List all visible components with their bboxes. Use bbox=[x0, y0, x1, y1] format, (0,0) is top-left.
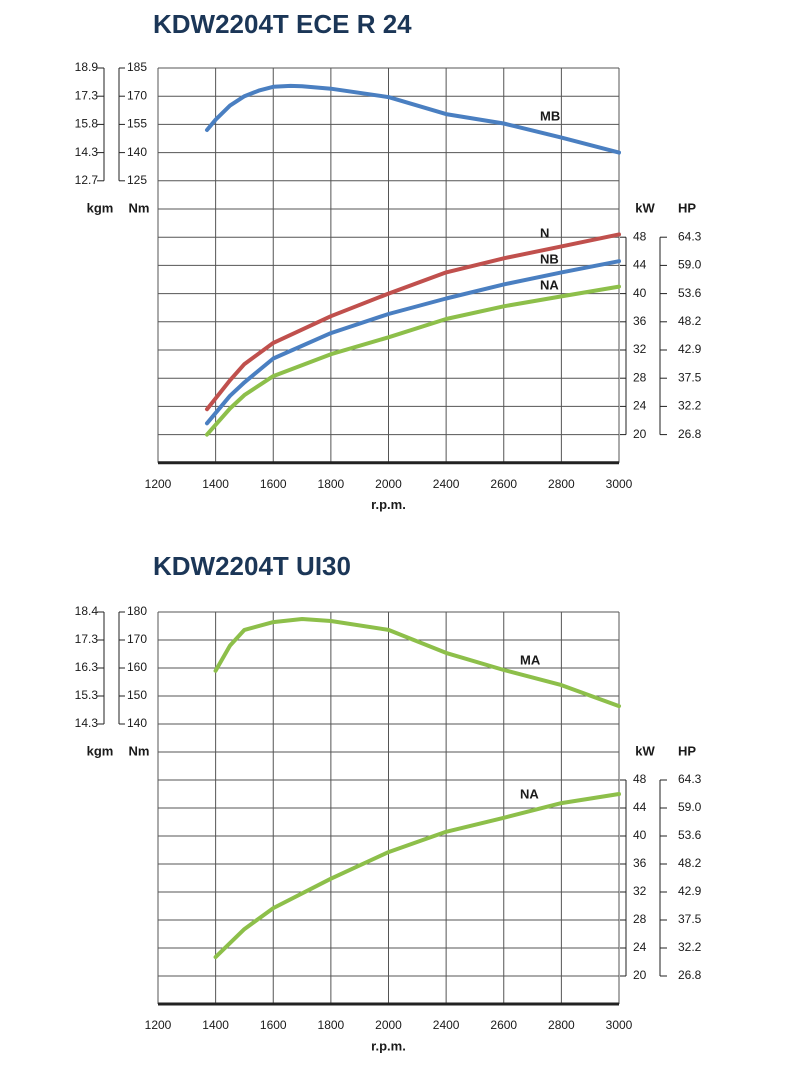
series-label: NB bbox=[540, 251, 559, 266]
x-tick-label: 2600 bbox=[490, 477, 517, 491]
y3-tick-label: 48.2 bbox=[678, 314, 702, 328]
y2-tick-label: 20 bbox=[633, 968, 647, 982]
y-alt-tick-label: 14.3 bbox=[75, 716, 99, 730]
x-tick-label: 1800 bbox=[318, 1018, 345, 1032]
y2-tick-label: 40 bbox=[633, 286, 647, 300]
x-axis-title: r.p.m. bbox=[371, 497, 406, 512]
y3-tick-label: 42.9 bbox=[678, 884, 702, 898]
axis-title: kgm bbox=[87, 743, 114, 758]
series-label: MA bbox=[520, 652, 541, 667]
y2-tick-label: 32 bbox=[633, 884, 647, 898]
y2-tick-label: 44 bbox=[633, 800, 647, 814]
y-tick-label: 155 bbox=[127, 117, 147, 131]
x-tick-label: 2800 bbox=[548, 1018, 575, 1032]
y-tick-label: 160 bbox=[127, 660, 147, 674]
series-line bbox=[205, 83, 621, 155]
y-alt-tick-label: 14.3 bbox=[75, 145, 99, 159]
series-label: MB bbox=[540, 108, 560, 123]
y3-tick-label: 26.8 bbox=[678, 427, 702, 441]
y-alt-tick-label: 18.9 bbox=[75, 60, 99, 74]
series-label: NA bbox=[540, 277, 559, 292]
y-tick-label: 170 bbox=[127, 88, 147, 102]
y-tick-label: 125 bbox=[127, 173, 147, 187]
series-label: N bbox=[540, 225, 549, 240]
y3-tick-label: 32.2 bbox=[678, 940, 702, 954]
x-tick-label: 3000 bbox=[606, 477, 633, 491]
x-tick-label: 1400 bbox=[202, 1018, 229, 1032]
y-alt-tick-label: 18.4 bbox=[75, 604, 99, 618]
x-axis-title: r.p.m. bbox=[371, 1038, 406, 1053]
axis-title: Nm bbox=[129, 743, 150, 758]
y2-tick-label: 44 bbox=[633, 258, 647, 272]
y-tick-label: 150 bbox=[127, 688, 147, 702]
y-alt-tick-label: 12.7 bbox=[75, 173, 99, 187]
y2-tick-label: 36 bbox=[633, 314, 647, 328]
y-alt-tick-label: 15.3 bbox=[75, 688, 99, 702]
y-tick-label: 185 bbox=[127, 60, 147, 74]
y3-tick-label: 53.6 bbox=[678, 828, 702, 842]
x-tick-label: 1600 bbox=[260, 1018, 287, 1032]
axis-title: kgm bbox=[87, 200, 114, 215]
x-tick-label: 2400 bbox=[433, 1018, 460, 1032]
series-line bbox=[205, 259, 621, 426]
y-alt-tick-label: 17.3 bbox=[75, 88, 99, 102]
y2-tick-label: 32 bbox=[633, 342, 647, 356]
y3-tick-label: 53.6 bbox=[678, 286, 702, 300]
x-tick-label: 1200 bbox=[145, 1018, 172, 1032]
x-tick-label: 2000 bbox=[375, 477, 402, 491]
axis-title: Nm bbox=[129, 200, 150, 215]
y2-tick-label: 28 bbox=[633, 912, 647, 926]
x-tick-label: 1400 bbox=[202, 477, 229, 491]
y3-tick-label: 48.2 bbox=[678, 856, 702, 870]
y3-tick-label: 59.0 bbox=[678, 258, 702, 272]
x-tick-label: 3000 bbox=[606, 1018, 633, 1032]
y3-tick-label: 64.3 bbox=[678, 229, 702, 243]
series-line bbox=[213, 617, 621, 709]
x-tick-label: 2000 bbox=[375, 1018, 402, 1032]
y-tick-label: 140 bbox=[127, 716, 147, 730]
y2-tick-label: 20 bbox=[633, 427, 647, 441]
y2-tick-label: 36 bbox=[633, 856, 647, 870]
axis-title: kW bbox=[635, 200, 655, 215]
x-tick-label: 2800 bbox=[548, 477, 575, 491]
y-tick-label: 140 bbox=[127, 145, 147, 159]
axis-title: kW bbox=[635, 743, 655, 758]
x-tick-label: 1800 bbox=[318, 477, 345, 491]
y2-tick-label: 48 bbox=[633, 229, 647, 243]
y3-tick-label: 42.9 bbox=[678, 342, 702, 356]
x-tick-label: 1600 bbox=[260, 477, 287, 491]
y-tick-label: 170 bbox=[127, 632, 147, 646]
x-tick-label: 1200 bbox=[145, 477, 172, 491]
y2-tick-label: 28 bbox=[633, 370, 647, 384]
x-tick-label: 2400 bbox=[433, 477, 460, 491]
chart-title: KDW2204T UI30 bbox=[153, 551, 351, 581]
axis-title: HP bbox=[678, 200, 696, 215]
y-tick-label: 180 bbox=[127, 604, 147, 618]
y3-tick-label: 37.5 bbox=[678, 912, 702, 926]
y3-tick-label: 26.8 bbox=[678, 968, 702, 982]
series-line bbox=[205, 232, 621, 412]
y3-tick-label: 64.3 bbox=[678, 772, 702, 786]
x-tick-label: 2600 bbox=[490, 1018, 517, 1032]
y2-tick-label: 24 bbox=[633, 940, 647, 954]
axis-title: HP bbox=[678, 743, 696, 758]
y3-tick-label: 32.2 bbox=[678, 399, 702, 413]
y-alt-tick-label: 16.3 bbox=[75, 660, 99, 674]
y-alt-tick-label: 15.8 bbox=[75, 117, 99, 131]
y2-tick-label: 40 bbox=[633, 828, 647, 842]
chart-title: KDW2204T ECE R 24 bbox=[153, 9, 412, 39]
y2-tick-label: 48 bbox=[633, 772, 647, 786]
series-line bbox=[205, 284, 621, 437]
y2-tick-label: 24 bbox=[633, 399, 647, 413]
series-label: NA bbox=[520, 786, 539, 801]
series-line bbox=[213, 792, 621, 960]
y-alt-tick-label: 17.3 bbox=[75, 632, 99, 646]
y3-tick-label: 59.0 bbox=[678, 800, 702, 814]
y3-tick-label: 37.5 bbox=[678, 370, 702, 384]
